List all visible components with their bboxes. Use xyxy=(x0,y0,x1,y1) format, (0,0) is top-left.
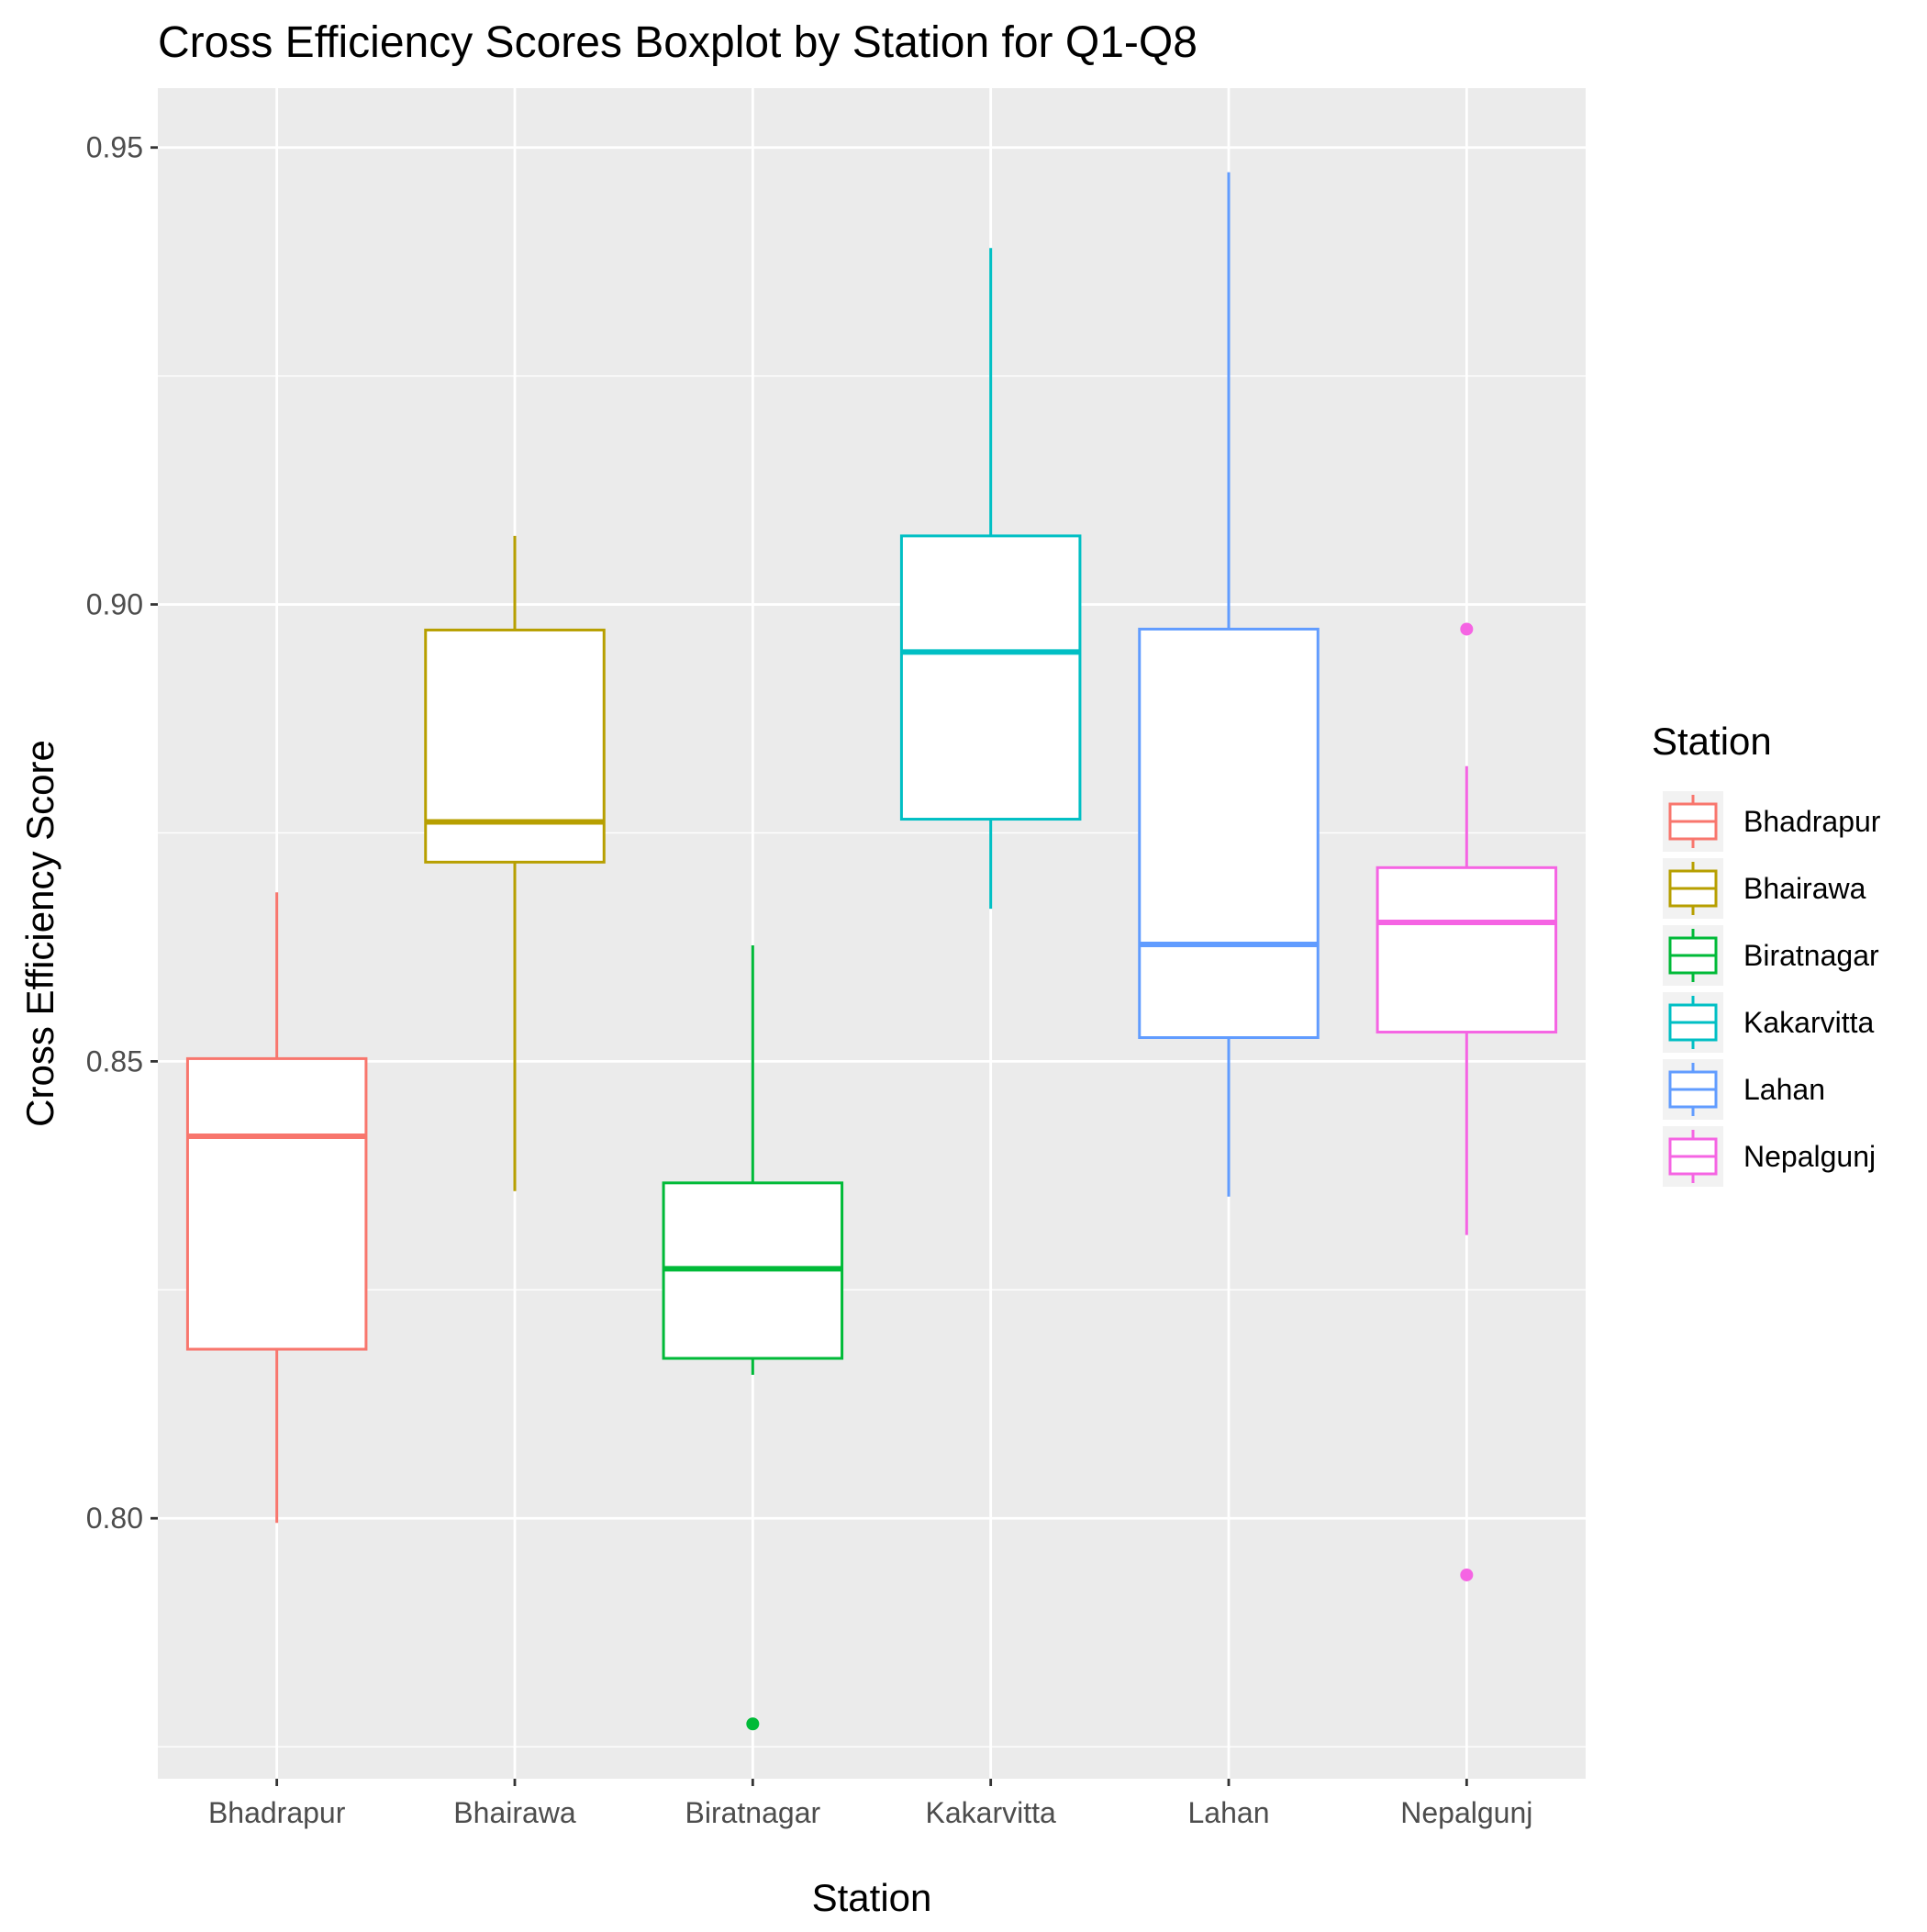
legend-label: Kakarvitta xyxy=(1743,1006,1874,1039)
x-axis-title: Station xyxy=(812,1876,932,1919)
x-tick-label: Kakarvitta xyxy=(926,1796,1056,1829)
box-iqr xyxy=(1138,627,1320,1040)
chart-title: Cross Efficiency Scores Boxplot by Stati… xyxy=(158,18,1197,67)
box-biratnagar xyxy=(662,944,844,1731)
box-bhairawa xyxy=(424,535,606,1191)
box-lahan xyxy=(1138,172,1320,1197)
legend-label: Biratnagar xyxy=(1743,939,1879,972)
x-tick-label: Lahan xyxy=(1188,1796,1270,1829)
legend-item-bhairawa: Bhairawa xyxy=(1663,858,1866,919)
legend-item-biratnagar: Biratnagar xyxy=(1663,925,1879,986)
legend-item-bhadrapur: Bhadrapur xyxy=(1663,791,1881,852)
x-tick-label: Biratnagar xyxy=(685,1796,821,1829)
legend-item-kakarvitta: Kakarvitta xyxy=(1663,992,1874,1053)
outlier-point xyxy=(746,1717,760,1731)
y-tick-label: 0.95 xyxy=(86,131,143,164)
box-kakarvitta xyxy=(899,248,1082,910)
x-tick-label: Nepalgunj xyxy=(1400,1796,1532,1829)
legend-label: Lahan xyxy=(1743,1073,1825,1106)
y-tick-label: 0.90 xyxy=(86,588,143,621)
box-iqr xyxy=(1376,865,1558,1034)
box-bhadrapur xyxy=(185,892,368,1524)
box-iqr xyxy=(185,1056,368,1351)
legend-label: Nepalgunj xyxy=(1743,1140,1876,1173)
legend-item-nepalgunj: Nepalgunj xyxy=(1663,1126,1876,1187)
box-nepalgunj xyxy=(1376,622,1558,1581)
y-tick-label: 0.80 xyxy=(86,1502,143,1535)
legend-label: Bhadrapur xyxy=(1743,805,1881,838)
y-tick-label: 0.85 xyxy=(86,1044,143,1078)
axis-ticks: 0.80 0.85 0.90 0.95 Bhadrapur Bhairawa Biratna… xyxy=(86,131,1533,1829)
legend-item-lahan: Lahan xyxy=(1663,1059,1825,1120)
x-tick-label: Bhairawa xyxy=(453,1796,576,1829)
legend: Bhadrapur Bhairawa Biratnagar Kakarvitta Lah… xyxy=(1663,791,1881,1187)
plot-panel xyxy=(158,88,1586,1779)
y-axis-title: Cross Efficiency Score xyxy=(18,740,61,1127)
outlier-point xyxy=(1460,622,1474,636)
box-iqr xyxy=(424,628,606,864)
legend-title: Station xyxy=(1652,720,1772,763)
outlier-point xyxy=(1460,1568,1474,1581)
box-iqr xyxy=(899,534,1082,821)
boxplot-boxes xyxy=(185,172,1558,1731)
x-tick-label: Bhadrapur xyxy=(208,1796,346,1829)
legend-label: Bhairawa xyxy=(1743,872,1866,905)
